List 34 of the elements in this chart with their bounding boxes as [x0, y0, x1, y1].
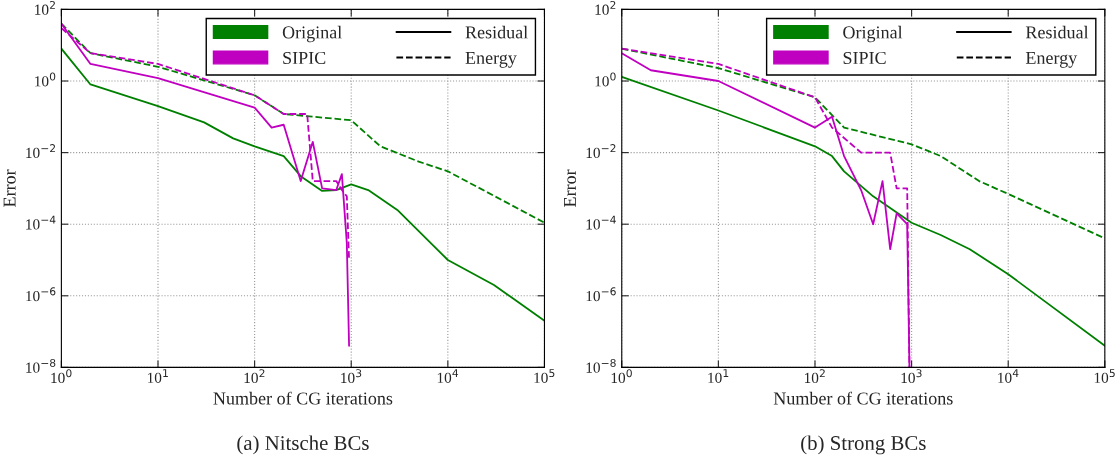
y-tick-label: 10$^{0}$ — [595, 72, 616, 87]
y-tick-label: 10$^{0}$ — [35, 72, 56, 87]
x-axis-title: Number of CG iterations — [773, 391, 953, 405]
x-tick-label: 10$^{1}$ — [147, 369, 168, 383]
legend-label: Original — [282, 25, 342, 43]
legend-label: SIPIC — [843, 51, 886, 65]
x-tick-label: 10$^{4}$ — [998, 369, 1019, 383]
y-tick-label: 10$^{−4}$ — [586, 215, 616, 230]
x-tick-label: 10$^{3}$ — [341, 369, 362, 384]
legend-label: Residual — [465, 25, 528, 39]
x-tick-label: 10$^{3}$ — [901, 369, 922, 384]
legend-label: Original — [843, 25, 903, 43]
legend-label: Energy — [465, 52, 517, 68]
y-tick-label: 10$^{−6}$ — [26, 287, 56, 302]
x-tick-label: 10$^{2}$ — [804, 369, 825, 384]
y-axis-title: Error — [3, 169, 16, 207]
x-tick-label: 10$^{4}$ — [437, 369, 459, 383]
legend-label: Energy — [1025, 52, 1078, 68]
y-tick-label: 10$^{−2}$ — [26, 144, 56, 159]
x-tick-label: 10$^{2}$ — [244, 369, 265, 384]
y-tick-label: 10$^{−4}$ — [26, 215, 56, 230]
text: (a) Nitsche BCs — [237, 435, 369, 455]
legend-label: Residual — [1025, 25, 1089, 39]
y-tick-label: 10$^{−6}$ — [586, 287, 616, 302]
x-tick-label: 10$^{5}$ — [1094, 369, 1115, 383]
y-tick-label: 10$^{−2}$ — [586, 144, 616, 159]
y-tick-label: 10$^{2}$ — [595, 0, 616, 15]
text: (b) Strong BCs — [801, 435, 926, 455]
y-axis-title: Error — [564, 169, 577, 207]
x-tick-label: 10$^{1}$ — [708, 369, 729, 383]
legend-label: SIPIC — [283, 51, 326, 65]
y-tick-label: 10$^{2}$ — [35, 0, 55, 15]
x-axis-title: Number of CG iterations — [213, 391, 393, 405]
x-tick-label: 10$^{5}$ — [534, 369, 555, 383]
